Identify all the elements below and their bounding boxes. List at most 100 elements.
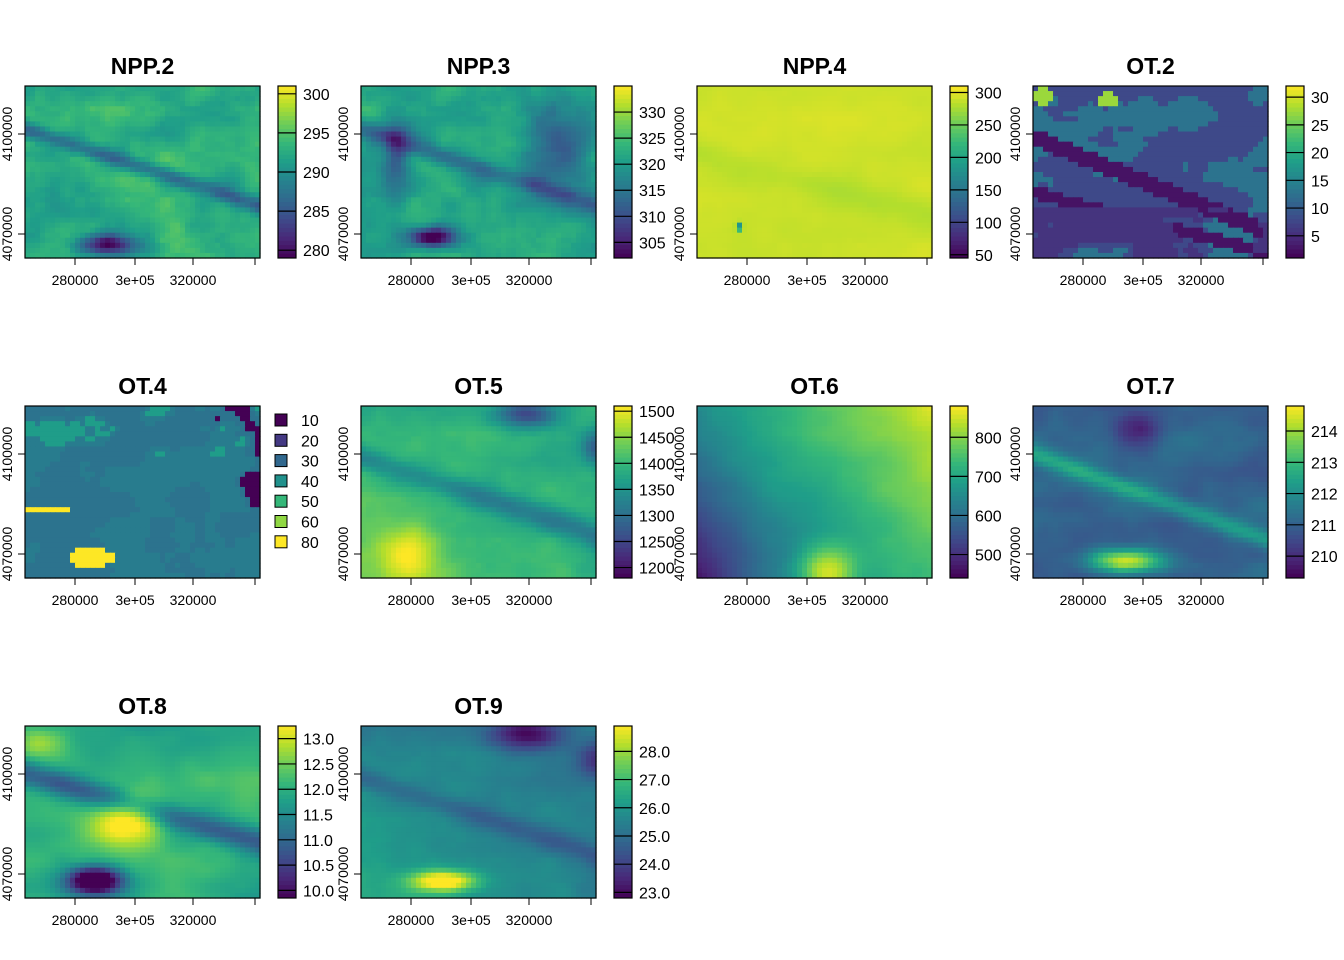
raster-cell bbox=[907, 232, 913, 239]
raster-cell bbox=[90, 247, 96, 254]
raster-cell bbox=[461, 106, 467, 112]
raster-cell bbox=[571, 232, 577, 239]
raster-cell bbox=[100, 202, 106, 209]
raster-cell bbox=[476, 146, 482, 153]
raster-cell bbox=[230, 111, 236, 117]
raster-cell bbox=[170, 106, 176, 112]
raster-cell bbox=[571, 187, 577, 193]
raster-cell bbox=[175, 182, 181, 188]
raster-cell bbox=[150, 166, 156, 173]
raster-cell bbox=[396, 156, 402, 163]
raster-cell bbox=[170, 237, 176, 244]
raster-cell bbox=[541, 197, 547, 203]
raster-cell bbox=[747, 101, 753, 107]
raster-cell bbox=[235, 252, 241, 259]
raster-cell bbox=[381, 111, 387, 117]
raster-cell bbox=[205, 187, 211, 193]
raster-cell bbox=[125, 197, 131, 203]
legend-gradient-step bbox=[614, 150, 632, 156]
raster-cell bbox=[190, 177, 196, 183]
raster-cell bbox=[376, 252, 382, 259]
raster-cell bbox=[501, 156, 507, 163]
raster-cell bbox=[120, 96, 126, 102]
raster-cell bbox=[145, 161, 151, 168]
raster-cell bbox=[531, 237, 537, 244]
raster-cell bbox=[877, 146, 883, 153]
raster-cell bbox=[50, 177, 56, 183]
raster-cell bbox=[807, 161, 813, 168]
raster-cell bbox=[115, 91, 121, 97]
raster-cell bbox=[25, 146, 31, 153]
raster-cell bbox=[802, 182, 808, 188]
raster-cell bbox=[245, 96, 251, 102]
raster-cell bbox=[441, 212, 447, 219]
raster-cell bbox=[551, 217, 557, 224]
raster-cell bbox=[40, 172, 46, 178]
legend-gradient-step bbox=[614, 189, 632, 194]
raster-cell bbox=[200, 182, 206, 188]
raster-cell bbox=[165, 131, 171, 138]
raster-cell bbox=[782, 91, 788, 97]
raster-cell bbox=[927, 106, 933, 112]
raster-cell bbox=[757, 166, 763, 173]
raster-cell bbox=[917, 247, 923, 254]
raster-cell bbox=[80, 121, 86, 128]
raster-cell bbox=[772, 166, 778, 173]
raster-cell bbox=[361, 136, 367, 143]
raster-cell bbox=[902, 242, 908, 249]
raster-cell bbox=[586, 106, 592, 112]
raster-cell bbox=[466, 121, 472, 128]
raster-cell bbox=[902, 172, 908, 178]
raster-cell bbox=[55, 182, 61, 188]
raster-cell bbox=[762, 111, 768, 117]
raster-cell bbox=[255, 151, 261, 158]
raster-cell bbox=[722, 116, 728, 123]
raster-cell bbox=[697, 151, 703, 158]
raster-cell bbox=[917, 156, 923, 163]
raster-cell bbox=[536, 96, 542, 102]
raster-cell bbox=[120, 242, 126, 249]
raster-cell bbox=[200, 131, 206, 138]
raster-cell bbox=[60, 192, 66, 198]
raster-cell bbox=[897, 161, 903, 168]
raster-cell bbox=[847, 187, 853, 193]
raster-cell bbox=[927, 222, 933, 229]
raster-cell bbox=[837, 116, 843, 123]
raster-cell bbox=[411, 111, 417, 117]
raster-cell bbox=[100, 116, 106, 123]
raster-cell bbox=[927, 141, 933, 148]
raster-cell bbox=[727, 156, 733, 163]
raster-cell bbox=[747, 242, 753, 249]
raster-cell bbox=[396, 217, 402, 224]
raster-cell bbox=[451, 91, 457, 97]
raster-cell bbox=[767, 106, 773, 112]
raster-cell bbox=[827, 141, 833, 148]
raster-cell bbox=[722, 161, 728, 168]
legend-gradient-step bbox=[278, 219, 296, 225]
raster-cell bbox=[887, 91, 893, 97]
raster-cell bbox=[50, 156, 56, 163]
raster-cell bbox=[235, 207, 241, 214]
raster-cell bbox=[205, 121, 211, 128]
raster-cell bbox=[401, 91, 407, 97]
raster-cell bbox=[817, 232, 823, 239]
raster-cell bbox=[456, 242, 462, 249]
raster-cell bbox=[125, 151, 131, 158]
raster-cell bbox=[556, 116, 562, 123]
raster-cell bbox=[772, 242, 778, 249]
raster-cell bbox=[25, 136, 31, 143]
raster-cell bbox=[541, 141, 547, 148]
raster-cell bbox=[571, 111, 577, 117]
raster-cell bbox=[496, 192, 502, 198]
raster-cell bbox=[787, 212, 793, 219]
raster-cell bbox=[757, 96, 763, 102]
raster-cell bbox=[842, 202, 848, 209]
raster-cell bbox=[546, 187, 552, 193]
raster-cell bbox=[411, 156, 417, 163]
raster-cell bbox=[441, 161, 447, 168]
raster-cell bbox=[195, 247, 201, 254]
raster-cell bbox=[486, 212, 492, 219]
raster-cell bbox=[416, 106, 422, 112]
raster-cell bbox=[150, 146, 156, 153]
raster-cell bbox=[215, 197, 221, 203]
